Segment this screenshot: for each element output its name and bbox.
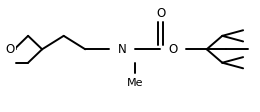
Text: O: O [156,7,165,20]
Text: N: N [118,43,127,56]
Text: O: O [5,43,14,56]
Text: O: O [168,43,178,56]
Text: Me: Me [127,78,144,88]
